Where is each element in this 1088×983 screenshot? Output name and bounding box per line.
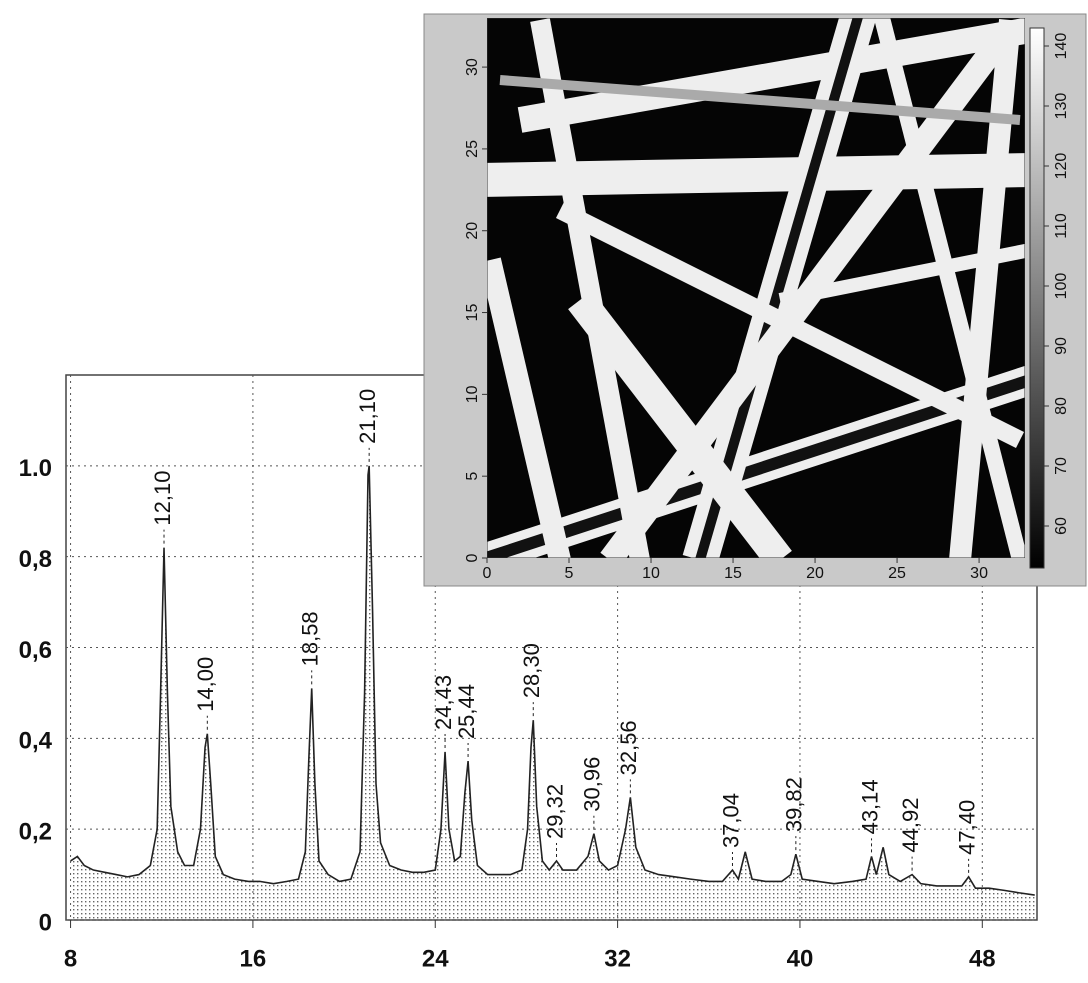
y-tick-label: 30 xyxy=(464,58,481,76)
colorbar-tick-label: 140 xyxy=(1053,33,1070,60)
y-tick-label: 10 xyxy=(464,385,481,403)
peak-label: 28,30 xyxy=(519,643,544,698)
peak-label: 29,32 xyxy=(542,784,567,839)
colorbar-tick-label: 60 xyxy=(1053,517,1070,535)
x-tick-label: 20 xyxy=(806,565,824,582)
y-tick-label: 20 xyxy=(464,222,481,240)
x-tick-label: 0 xyxy=(483,565,492,582)
colorbar-tick-label: 120 xyxy=(1053,153,1070,180)
x-tick-label: 8 xyxy=(64,945,77,972)
peak-label: 47,40 xyxy=(954,800,979,855)
y-tick-label: 5 xyxy=(464,472,481,481)
x-tick-label: 10 xyxy=(642,565,660,582)
x-tick-label: 24 xyxy=(422,945,449,972)
colorbar-tick-label: 70 xyxy=(1053,457,1070,475)
colorbar-tick-label: 110 xyxy=(1053,213,1070,239)
y-tick-label: 15 xyxy=(464,304,481,322)
peak-label: 37,04 xyxy=(718,793,743,848)
y-tick-label: 0,2 xyxy=(19,819,52,846)
colorbar-tick-label: 130 xyxy=(1053,93,1070,120)
x-tick-label: 15 xyxy=(724,565,742,582)
peak-label: 30,96 xyxy=(580,757,605,812)
y-tick-label: 0 xyxy=(39,909,52,936)
x-tick-label: 25 xyxy=(888,565,906,582)
peak-label: 25,44 xyxy=(454,684,479,739)
peak-label: 44,92 xyxy=(898,798,923,853)
y-tick-label: 0,4 xyxy=(19,728,53,755)
x-tick-label: 40 xyxy=(787,945,814,972)
x-tick-label: 5 xyxy=(565,565,574,582)
y-tick-label: 1.0 xyxy=(19,455,52,482)
peak-label: 43,14 xyxy=(857,779,882,834)
peak-label: 12,10 xyxy=(150,471,175,526)
peak-label: 39,82 xyxy=(782,777,807,832)
y-tick-label: 0,8 xyxy=(19,546,52,573)
colorbar xyxy=(1029,27,1045,569)
afm-image xyxy=(487,18,1025,558)
peak-label: 14,00 xyxy=(193,657,218,712)
peak-label: 32,56 xyxy=(616,720,641,775)
x-tick-label: 32 xyxy=(604,945,631,972)
y-tick-label: 25 xyxy=(464,140,481,158)
peak-label: 24,43 xyxy=(431,675,456,730)
xrd-curve xyxy=(70,465,1035,896)
colorbar-tick-label: 100 xyxy=(1053,273,1070,300)
colorbar-tick-label: 80 xyxy=(1053,397,1070,415)
area-fill xyxy=(70,465,1035,920)
x-tick-label: 48 xyxy=(969,945,996,972)
y-tick-label: 0 xyxy=(464,553,481,562)
peak-label: 18,58 xyxy=(298,611,323,666)
x-tick-label: 16 xyxy=(240,945,267,972)
x-tick-label: 30 xyxy=(970,565,988,582)
peak-label: 21,10 xyxy=(355,389,380,444)
colorbar-tick-label: 90 xyxy=(1053,337,1070,355)
y-tick-label: 0,6 xyxy=(19,637,52,664)
afm-inset: 0 5 10 15 20 25 30 0 5 10 15 20 25 30 60 70 80 90 100 110 12… xyxy=(423,13,1087,587)
